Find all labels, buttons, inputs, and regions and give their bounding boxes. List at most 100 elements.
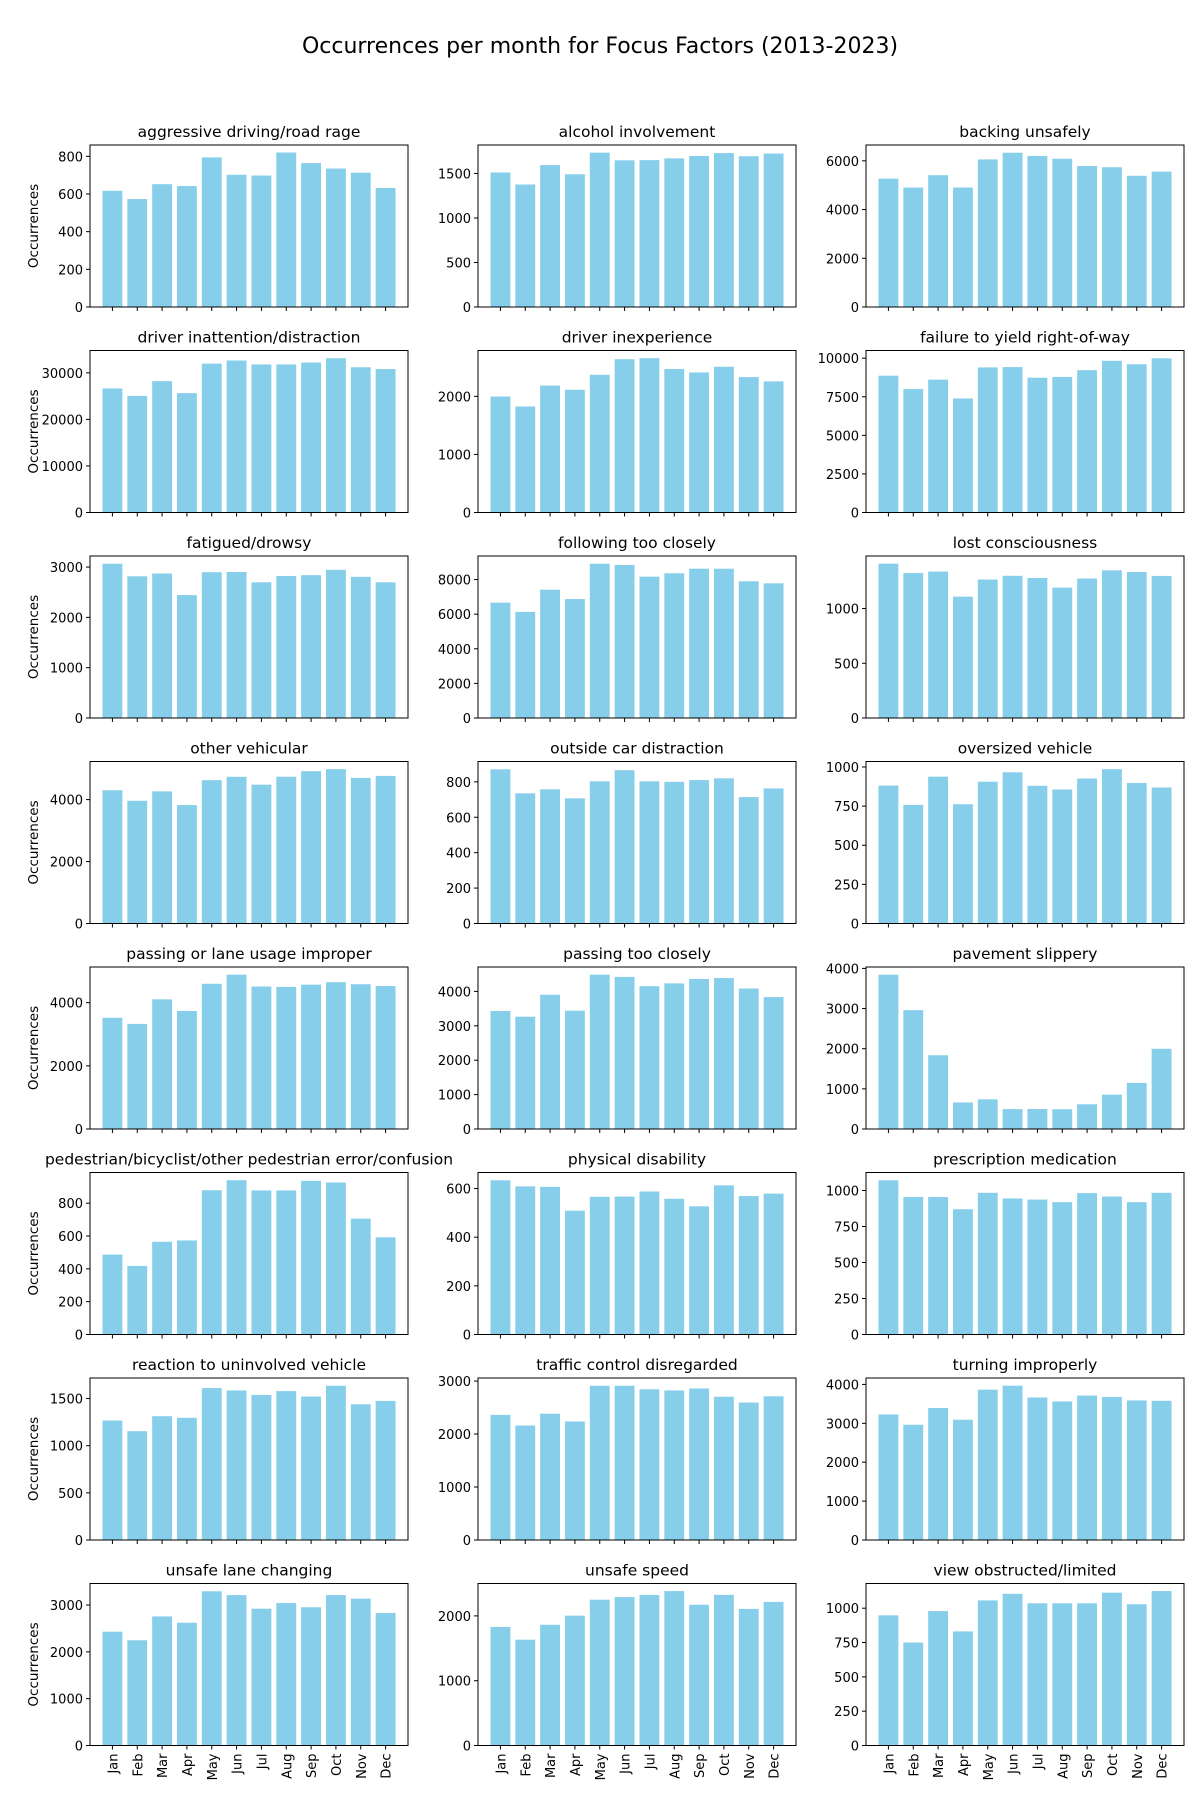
y-tick-label: 0 [75, 712, 83, 727]
subplot-title: unsafe speed [585, 1562, 689, 1580]
bar [301, 1607, 322, 1746]
bar [127, 1431, 148, 1540]
bar [878, 178, 899, 307]
x-tick-label: May [206, 1753, 221, 1780]
bar [713, 568, 734, 718]
y-tick-label: 200 [58, 263, 83, 278]
y-tick-label: 250 [834, 1705, 859, 1720]
bar [102, 388, 123, 513]
subplot-title: failure to yield right-of-way [920, 329, 1130, 347]
y-tick-label: 0 [75, 507, 83, 522]
y-tick-label: 4000 [438, 643, 471, 658]
y-tick-label: 750 [834, 1221, 859, 1236]
subplot: oversized vehicle 0 250 500 750 1000 [826, 740, 1185, 933]
y-tick-label: 0 [851, 1329, 859, 1344]
subplot-title: reaction to uninvolved vehicle [132, 1356, 366, 1374]
subplot-title: driver inattention/distraction [138, 329, 361, 347]
bar [1126, 1082, 1147, 1129]
y-tick-label: 600 [58, 1230, 83, 1245]
bar [1002, 1593, 1023, 1746]
bar [375, 369, 396, 513]
bar [589, 1385, 610, 1540]
y-tick-label: 4000 [50, 794, 83, 809]
y-tick-label: 0 [75, 1123, 83, 1138]
x-tick-label: Feb [519, 1754, 534, 1777]
x-tick-label: Mar [544, 1753, 559, 1778]
y-tick-label: 10000 [42, 460, 83, 475]
bar [201, 780, 222, 924]
bar [689, 372, 710, 513]
y-tick-label: 0 [851, 918, 859, 933]
bar [102, 1017, 123, 1129]
y-tick-label: 600 [58, 188, 83, 203]
y-tick-label: 4000 [826, 962, 859, 977]
bar [1126, 1202, 1147, 1335]
bar [689, 978, 710, 1129]
bar [977, 1192, 998, 1335]
bar [251, 364, 272, 513]
y-tick-label: 1000 [438, 448, 471, 463]
x-tick-label: Aug [280, 1754, 295, 1779]
bar [515, 406, 536, 513]
bar [589, 374, 610, 513]
bar [102, 1631, 123, 1746]
subplot: driver inattention/distraction 0 10000 2000… [26, 329, 409, 522]
bar [276, 776, 297, 924]
y-tick-label: 0 [463, 301, 471, 316]
bar [201, 1591, 222, 1746]
bar [375, 775, 396, 924]
bar [738, 988, 759, 1129]
bar [515, 1425, 536, 1540]
bar [639, 1594, 660, 1746]
bar [325, 569, 346, 718]
bar [564, 1421, 585, 1540]
bar [515, 793, 536, 924]
y-tick-label: 2000 [438, 1428, 471, 1443]
bar [176, 1417, 197, 1540]
bar [903, 1196, 924, 1335]
bar [738, 377, 759, 513]
y-tick-label: 0 [463, 1534, 471, 1549]
bar [1002, 1198, 1023, 1335]
bar [515, 1639, 536, 1746]
y-tick-label: 4000 [438, 985, 471, 1000]
bar [540, 385, 561, 513]
y-tick-label: 2000 [438, 1054, 471, 1069]
bar [1002, 367, 1023, 513]
bar [1126, 175, 1147, 307]
bar [564, 1010, 585, 1129]
bar [301, 984, 322, 1129]
axes-frame [865, 1583, 1185, 1746]
subplot: view obstructed/limited 0 250 500 750 1000 Jan… [826, 1562, 1185, 1780]
bar [928, 1611, 949, 1746]
y-tick-label: 250 [834, 1293, 859, 1308]
y-tick-label: 750 [834, 1637, 859, 1652]
bar [176, 393, 197, 513]
y-tick-label: 1000 [826, 761, 859, 776]
bar [952, 1419, 973, 1540]
bar [276, 1603, 297, 1746]
bar [1052, 158, 1073, 307]
bar [1027, 1109, 1048, 1129]
y-tick-label: 4000 [50, 997, 83, 1012]
bar [664, 1591, 685, 1746]
y-axis-label: Occurrences [26, 595, 42, 679]
bar [952, 804, 973, 924]
y-tick-label: 800 [446, 776, 471, 791]
bar [152, 1616, 173, 1746]
y-tick-label: 1000 [438, 1089, 471, 1104]
subplot: outside car distraction 0 200 400 600 800 [446, 740, 797, 933]
bar [589, 974, 610, 1129]
bar [1101, 570, 1122, 718]
bar [664, 158, 685, 307]
bar [903, 187, 924, 307]
bar [1027, 578, 1048, 718]
subplot: reaction to uninvolved vehicle 0 500 1000 15… [26, 1356, 409, 1549]
bar [738, 1402, 759, 1540]
bar [738, 581, 759, 718]
bar [1126, 571, 1147, 718]
bar [1077, 1193, 1098, 1335]
bar [977, 1389, 998, 1540]
x-tick-label: Apr [957, 1753, 972, 1776]
axes-frame [477, 555, 797, 719]
